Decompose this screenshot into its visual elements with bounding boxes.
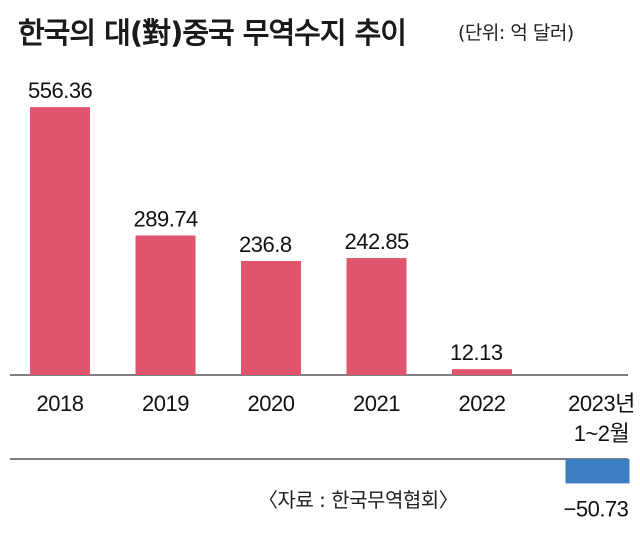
bar-3 [346,258,407,375]
bar-5 [565,459,630,484]
tick-label-3: 2021 [353,391,400,416]
chart-title: 한국의 대(對)중국 무역수지 추이 [18,16,407,50]
bar-1 [135,235,196,375]
tick-label-1: 2019 [142,391,189,416]
value-label-1: 289.74 [134,206,199,231]
bar-0 [30,107,90,375]
tick-label-5-0: 2023년 [568,391,635,416]
source-note: 〈자료 : 한국무역협회〉 [258,488,459,512]
value-label-5: −50.73 [564,496,629,521]
bar-4 [452,369,512,375]
bar-2 [241,260,301,375]
value-label-3: 242.85 [345,229,410,254]
value-label-4: 12.13 [450,340,503,365]
value-label-0: 556.36 [28,78,93,103]
tick-label-5-1: 1~2월 [574,421,630,446]
tick-label-2: 2020 [248,391,295,416]
unit-label: (단위: 억 달러) [458,22,574,44]
tick-label-4: 2022 [459,391,506,416]
value-label-2: 236.8 [239,232,292,257]
tick-label-0: 2018 [37,391,84,416]
